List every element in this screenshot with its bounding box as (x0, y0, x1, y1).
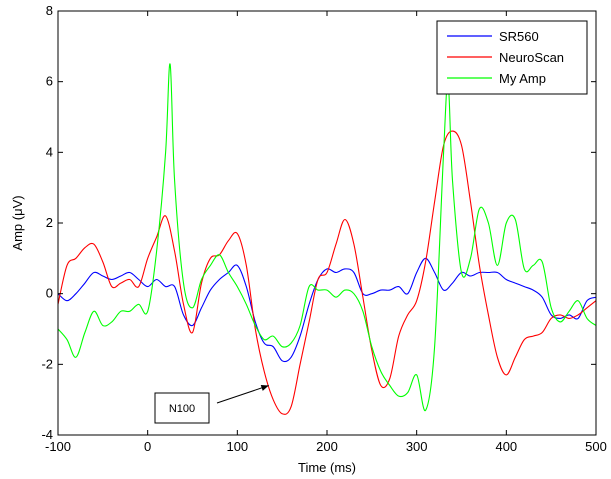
y-tick-label: 4 (46, 144, 53, 159)
y-tick-label: -2 (41, 356, 53, 371)
annotation-layer: N100 (154, 384, 269, 424)
y-tick-label: 8 (46, 3, 53, 18)
x-tick-label: 400 (495, 439, 517, 454)
x-axis-title: Time (ms) (298, 460, 356, 475)
y-tick-label: 0 (46, 286, 53, 301)
x-tick-label: 500 (585, 439, 607, 454)
x-tick-label: 0 (144, 439, 151, 454)
y-tick-label: -4 (41, 427, 53, 442)
y-tick-label: 2 (46, 215, 53, 230)
y-tick-label: 6 (46, 74, 53, 89)
x-tick-label: -100 (45, 439, 71, 454)
legend-label: NeuroScan (499, 50, 564, 65)
annotation-label: N100 (169, 403, 195, 415)
x-tick-label: 300 (406, 439, 428, 454)
annotation-box (154, 392, 210, 424)
series-line-0 (57, 257, 597, 363)
x-tick-label: 100 (226, 439, 248, 454)
series-line-1 (57, 130, 597, 415)
y-axis-title: Amp (μV) (10, 195, 25, 250)
legend-label: SR560 (499, 29, 539, 44)
x-tick-label: 200 (316, 439, 338, 454)
legend: SR560 NeuroScan My Amp (436, 20, 588, 95)
tick-layer: -100 0 100 200 300 400 500 -4 -2 0 2 4 6 8 (41, 3, 606, 454)
legend-label: My Amp (499, 71, 546, 86)
annotation-arrowhead (260, 384, 269, 391)
annotation-arrow (216, 385, 269, 404)
series-layer (57, 63, 597, 415)
series-line-2 (57, 63, 597, 411)
